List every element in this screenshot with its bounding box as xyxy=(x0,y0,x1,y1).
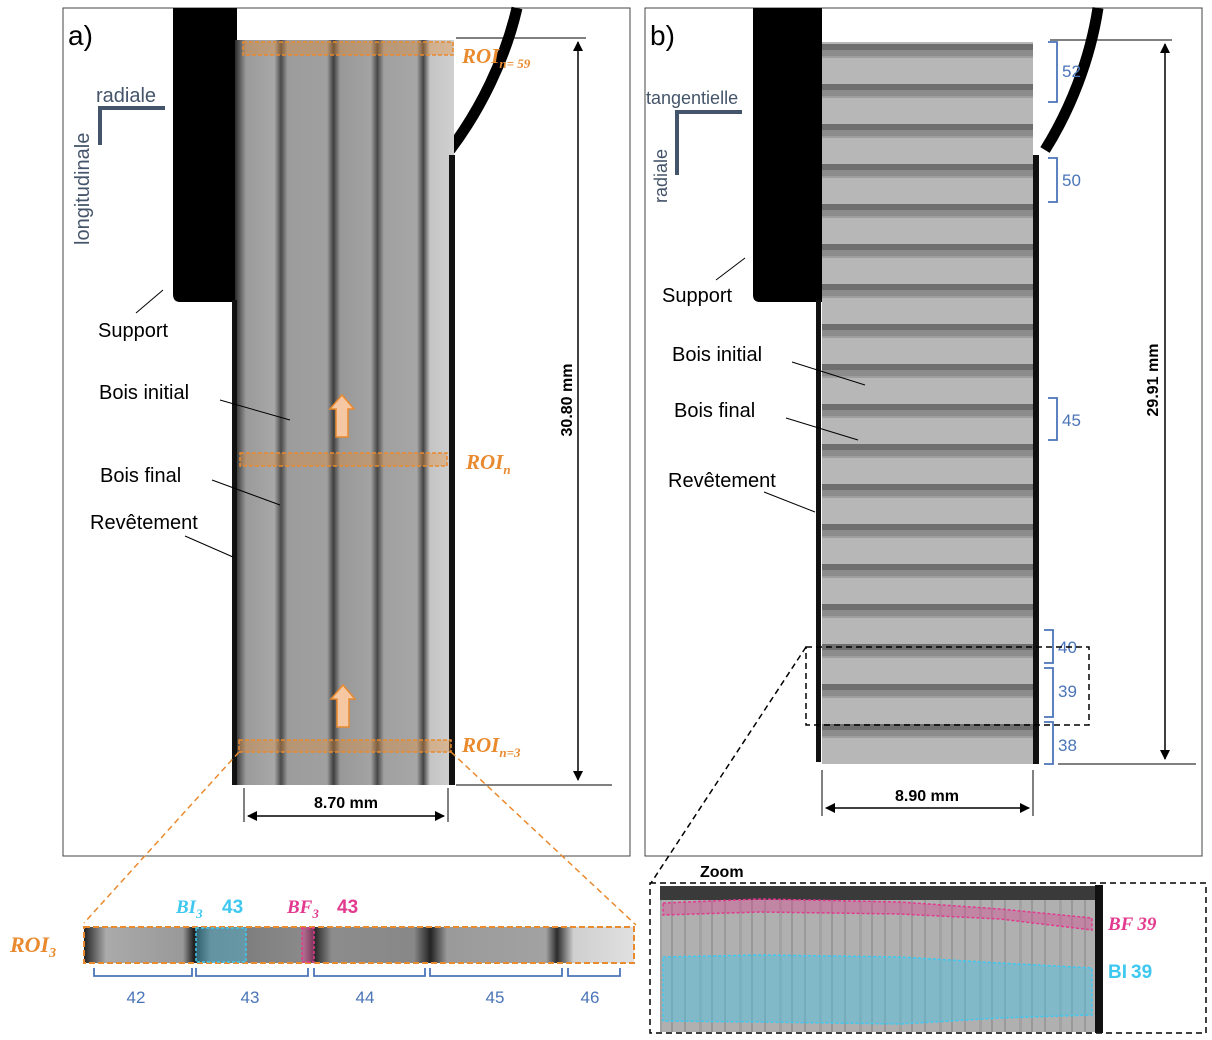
roi-top-box xyxy=(242,41,454,56)
label-bois-initial-a: Bois initial xyxy=(99,382,189,404)
strip-bracket-44 xyxy=(313,968,426,977)
bf-label: BF3 xyxy=(286,897,319,921)
zoom-source-box xyxy=(805,646,1090,726)
axes-indicator-a xyxy=(98,106,165,145)
ring-bracket-38 xyxy=(1044,721,1054,765)
strip-bracket-45 xyxy=(429,968,563,977)
strip-image xyxy=(84,927,634,963)
leader-bois-initial-a xyxy=(219,399,291,421)
roi-bottom-box xyxy=(238,739,452,753)
roi-mid-box xyxy=(239,452,448,467)
panel-b: b) tangentielle radiale Support Bois ini… xyxy=(644,7,1203,857)
label-bois-initial-b: Bois initial xyxy=(672,344,762,366)
label-revetement-b: Revêtement xyxy=(668,470,776,492)
support-arm-b xyxy=(1040,7,1104,153)
ring-bracket-50 xyxy=(1048,157,1058,203)
axis-tangentielle-b: tangentielle xyxy=(646,88,738,108)
bi-number: 43 xyxy=(222,897,243,918)
height-dim-a: 30.80 mm xyxy=(559,364,576,437)
panel-b-frame xyxy=(644,7,1203,857)
width-dim-a: 8.70 mm xyxy=(314,795,378,812)
roi-mid-label: ROIn xyxy=(465,450,511,477)
coating-left-b xyxy=(816,300,821,762)
ring-bracket-45 xyxy=(1048,397,1058,441)
zoom-title: Zoom xyxy=(700,864,744,881)
zoom-coating xyxy=(1095,885,1103,1033)
up-arrow-upper xyxy=(328,393,356,438)
panel-b-label: b) xyxy=(650,20,675,51)
ring-bracket-39 xyxy=(1044,667,1054,718)
height-dim-b: 29.91 mm xyxy=(1145,344,1162,417)
strip-bracket-43 xyxy=(195,968,309,977)
axis-radiale-a: radiale xyxy=(96,85,156,107)
roi3-strip: ROI3 BI3 43 BF3 43 42 43 44 45 46 xyxy=(9,897,635,1007)
panel-a-frame xyxy=(62,7,631,857)
ring-bracket-52 xyxy=(1048,41,1058,103)
strip-ring-42: 42 xyxy=(127,988,146,1007)
bi-box xyxy=(195,927,247,963)
leader-revetement-a xyxy=(184,535,234,558)
ring-38: 38 xyxy=(1058,736,1077,755)
panel-a-label: a) xyxy=(68,20,93,51)
axis-radiale-b: radiale xyxy=(651,149,671,203)
zoom-connector xyxy=(650,646,807,884)
specimen-b xyxy=(822,42,1033,764)
axes-indicator-b xyxy=(675,110,742,175)
strip-roi-label: ROI3 xyxy=(9,932,56,961)
leader-bois-initial-b xyxy=(791,361,866,386)
support-arm xyxy=(445,6,523,154)
ring-52: 52 xyxy=(1062,62,1081,81)
zoom-frame xyxy=(649,882,1207,1034)
coating-left xyxy=(232,300,237,785)
label-bois-final-b: Bois final xyxy=(674,400,755,422)
coating-right-b xyxy=(1033,155,1039,764)
bi-label: BI3 xyxy=(175,897,203,921)
coating-right xyxy=(449,155,455,785)
label-support-b: Support xyxy=(662,285,732,307)
leader-bois-final-b xyxy=(785,417,859,441)
zoom-bf-label: BF 39 xyxy=(1107,914,1157,935)
bf-box xyxy=(301,927,315,963)
strip-ring-46: 46 xyxy=(581,988,600,1007)
zoom-image xyxy=(660,886,1095,1032)
strip-connector-left xyxy=(83,751,240,924)
bf-number: 43 xyxy=(337,897,358,918)
roi-top-label: ROIn= 59 xyxy=(461,44,531,71)
strip-connector-right xyxy=(450,751,637,926)
label-support-a: Support xyxy=(98,320,168,342)
axis-longitudinale-a: longitudinale xyxy=(72,133,94,245)
leader-support-b xyxy=(715,257,746,281)
support-block-b xyxy=(753,8,822,302)
ring-bracket-40 xyxy=(1044,629,1054,664)
strip-bracket-46 xyxy=(567,968,621,977)
label-revetement-a: Revêtement xyxy=(90,512,198,534)
width-dim-b: 8.90 mm xyxy=(895,788,959,805)
zoom-panel: Zoom BF 39 BI 39 xyxy=(649,864,1207,1034)
strip-ring-44: 44 xyxy=(356,988,375,1007)
ring-39: 39 xyxy=(1058,682,1077,701)
strip-roi-box xyxy=(83,926,635,964)
ring-50: 50 xyxy=(1062,171,1081,190)
zoom-bf-region xyxy=(662,898,1093,931)
leader-revetement-b xyxy=(763,491,816,513)
label-bois-final-a: Bois final xyxy=(100,465,181,487)
panel-a: a) ROIn= 59 ROIn ROIn=3 radiale longitud… xyxy=(62,6,631,857)
strip-bracket-42 xyxy=(93,968,193,977)
support-block xyxy=(173,8,237,302)
zoom-bi-label: BI 39 xyxy=(1108,962,1152,983)
leader-support-a xyxy=(135,289,164,314)
strip-ring-45: 45 xyxy=(486,988,505,1007)
up-arrow-lower xyxy=(329,683,357,728)
roi-bottom-label: ROIn=3 xyxy=(461,733,521,760)
ring-45: 45 xyxy=(1062,411,1081,430)
zoom-dark-band xyxy=(660,886,1095,900)
strip-ring-43: 43 xyxy=(241,988,260,1007)
leader-bois-final-a xyxy=(211,479,281,506)
zoom-bi-region xyxy=(662,954,1093,1025)
